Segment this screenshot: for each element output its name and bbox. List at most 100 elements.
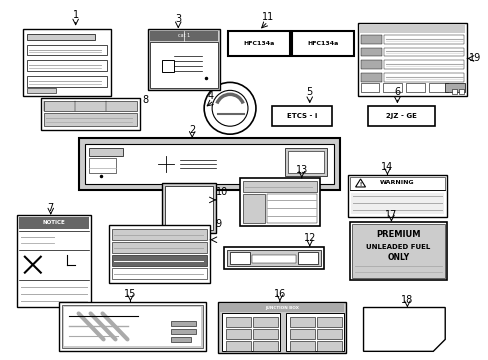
Bar [88, 158, 116, 173]
Bar [165, 186, 213, 230]
Bar [79, 138, 339, 190]
Bar [84, 144, 333, 184]
Bar [384, 48, 463, 57]
Bar [451, 89, 456, 94]
Bar [240, 178, 319, 226]
Bar [350, 207, 443, 214]
Bar [297, 252, 317, 264]
Circle shape [194, 68, 202, 76]
Bar [27, 33, 94, 40]
Text: ONLY: ONLY [386, 253, 408, 262]
Circle shape [173, 204, 181, 212]
Text: !: ! [359, 182, 361, 187]
Text: 19: 19 [468, 54, 480, 63]
Polygon shape [363, 307, 444, 351]
Text: 11: 11 [261, 12, 273, 22]
Bar [88, 148, 123, 156]
Bar [428, 84, 447, 92]
Circle shape [188, 213, 196, 221]
Text: 2: 2 [189, 125, 195, 135]
Bar [383, 84, 402, 92]
Text: PREMIUM: PREMIUM [375, 230, 420, 239]
Bar [171, 321, 196, 327]
Circle shape [196, 196, 214, 214]
Bar [63, 306, 201, 346]
Polygon shape [355, 179, 365, 187]
Text: 2JZ - GE: 2JZ - GE [385, 113, 416, 119]
Text: ETCS - i: ETCS - i [286, 113, 316, 119]
Bar [61, 305, 203, 348]
Bar [349, 222, 447, 280]
Text: HFC134a: HFC134a [243, 41, 274, 46]
Bar [351, 224, 444, 278]
Bar [406, 84, 425, 92]
Bar [111, 268, 207, 279]
Bar [150, 41, 218, 88]
Text: HFC134a: HFC134a [306, 41, 338, 46]
Circle shape [183, 208, 201, 226]
Bar [111, 242, 207, 253]
Text: 1: 1 [72, 10, 79, 20]
Bar [360, 60, 382, 69]
Bar [225, 341, 250, 351]
Bar [458, 89, 463, 94]
Bar [162, 60, 174, 72]
Bar [287, 151, 323, 173]
Bar [350, 200, 443, 207]
Circle shape [201, 201, 209, 209]
Bar [367, 106, 434, 126]
Bar [384, 35, 463, 44]
Text: 8: 8 [142, 95, 148, 105]
Bar [289, 318, 314, 328]
Bar [162, 183, 216, 233]
Bar [347, 175, 447, 217]
Bar [316, 329, 341, 339]
Bar [227, 31, 289, 57]
Text: 4: 4 [206, 91, 213, 101]
Bar [226, 250, 320, 266]
Text: UNLEADED FUEL: UNLEADED FUEL [366, 244, 429, 250]
Bar [41, 98, 140, 130]
Circle shape [55, 253, 79, 276]
Bar [349, 177, 444, 190]
Bar [229, 252, 249, 264]
Bar [360, 35, 382, 44]
Text: 18: 18 [401, 294, 413, 305]
Bar [360, 84, 379, 92]
Bar [316, 341, 341, 351]
Bar [27, 76, 106, 87]
Bar [271, 106, 331, 126]
Bar [357, 23, 466, 96]
Text: JUNCTION BOX: JUNCTION BOX [264, 306, 298, 310]
Text: cat 1: cat 1 [178, 33, 190, 38]
Text: 12: 12 [303, 233, 315, 243]
Bar [350, 193, 443, 200]
Text: 13: 13 [295, 165, 307, 175]
Bar [252, 329, 277, 339]
Bar [225, 318, 250, 328]
Bar [220, 303, 343, 312]
Bar [291, 31, 353, 57]
Bar [171, 337, 191, 342]
Text: 17: 17 [385, 210, 397, 220]
Bar [111, 229, 207, 240]
Bar [251, 255, 295, 263]
Bar [444, 84, 464, 92]
Bar [23, 28, 110, 96]
Bar [111, 255, 207, 266]
Bar [384, 73, 463, 82]
Bar [289, 341, 314, 351]
Text: 5: 5 [306, 87, 312, 97]
Circle shape [203, 82, 255, 134]
Text: 9: 9 [215, 219, 221, 229]
Bar [243, 181, 316, 192]
Bar [171, 329, 196, 334]
Text: 10: 10 [216, 187, 228, 197]
Text: 16: 16 [273, 289, 285, 298]
Bar [266, 194, 316, 223]
Circle shape [168, 199, 186, 217]
Bar [27, 60, 106, 71]
Bar [108, 225, 210, 283]
Bar [359, 24, 464, 32]
Text: 3: 3 [175, 14, 181, 24]
